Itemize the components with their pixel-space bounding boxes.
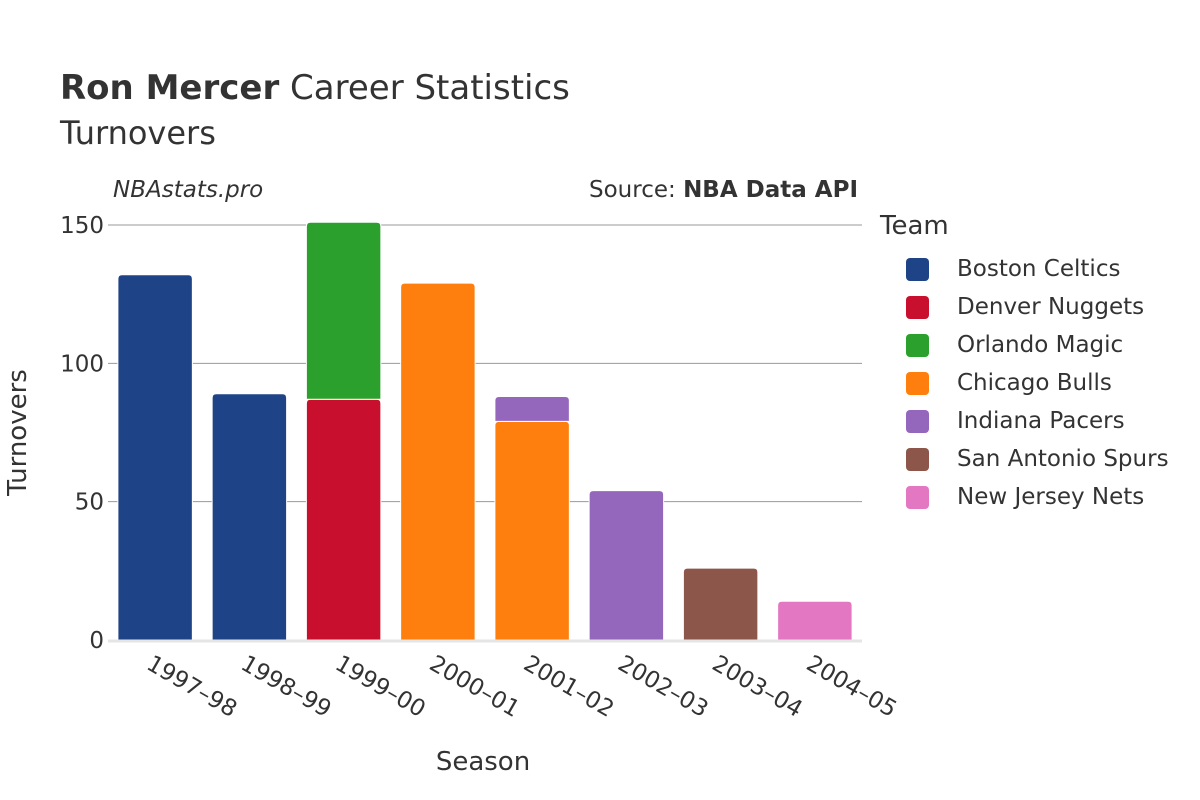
legend-item[interactable]: Indiana Pacers: [906, 402, 1169, 440]
x-tick-label: 2000–01: [425, 651, 524, 723]
bar-segment: [588, 490, 665, 641]
legend-item[interactable]: Denver Nuggets: [906, 288, 1169, 326]
bar-segment: [305, 398, 382, 641]
x-tick-label: 2001–02: [519, 651, 618, 723]
legend-swatch: [906, 257, 929, 281]
chart-title: Ron Mercer Career Statistics: [60, 66, 570, 110]
title-rest: Career Statistics: [290, 68, 570, 108]
legend-label: Chicago Bulls: [957, 370, 1112, 396]
legend-title: Team: [880, 211, 949, 241]
legend-swatch: [906, 447, 929, 471]
bar-segment: [211, 393, 288, 641]
bar-segment: [305, 221, 382, 400]
y-axis-title: Turnovers: [3, 369, 33, 497]
legend-item[interactable]: New Jersey Nets: [906, 478, 1169, 516]
y-tick-label: 0: [89, 628, 104, 654]
bar-segment: [494, 396, 570, 422]
legend-item[interactable]: Orlando Magic: [906, 326, 1169, 364]
legend-label: Indiana Pacers: [957, 408, 1125, 434]
legend-swatch: [906, 485, 929, 509]
legend-label: Denver Nuggets: [957, 294, 1145, 320]
x-axis-title: Season: [436, 747, 530, 777]
brand-watermark: NBAstats.pro: [113, 177, 264, 203]
player-name: Ron Mercer: [60, 68, 280, 108]
y-tick-label: 100: [60, 351, 104, 377]
x-tick-label: 1999–00: [331, 651, 430, 723]
legend-label: Boston Celtics: [957, 256, 1121, 282]
legend-swatch: [906, 409, 929, 433]
legend-swatch: [906, 371, 929, 395]
chart-subtitle: Turnovers: [60, 114, 216, 152]
x-tick-label: 2002–03: [613, 651, 712, 723]
source-name: NBA Data API: [683, 177, 858, 203]
source-prefix: Source:: [589, 177, 684, 203]
legend-label: New Jersey Nets: [957, 484, 1145, 510]
y-tick-label: 150: [60, 213, 104, 239]
x-tick-label: 2004–05: [802, 651, 901, 723]
legend: Team Boston Celtics Denver Nuggets Orlando…: [880, 208, 1169, 516]
y-tick-label: 50: [75, 490, 104, 516]
source-credit: Source: NBA Data API: [589, 177, 858, 203]
legend-swatch: [906, 333, 929, 357]
bar-segment: [777, 600, 853, 641]
bar-segment: [400, 282, 476, 641]
x-tick-label: 1997–98: [142, 651, 241, 723]
legend-label: Orlando Magic: [957, 332, 1124, 358]
legend-item[interactable]: San Antonio Spurs: [906, 440, 1169, 478]
legend-label: San Antonio Spurs: [957, 446, 1169, 472]
legend-item[interactable]: Boston Celtics: [906, 250, 1169, 288]
legend-swatch: [906, 295, 929, 319]
legend-item[interactable]: Chicago Bulls: [906, 364, 1169, 402]
bar-segment: [494, 420, 570, 641]
bar-segment: [682, 567, 759, 641]
x-tick-label: 1998–99: [236, 651, 335, 723]
x-tick-label: 2003–04: [708, 651, 807, 723]
bar-segment: [117, 274, 193, 641]
